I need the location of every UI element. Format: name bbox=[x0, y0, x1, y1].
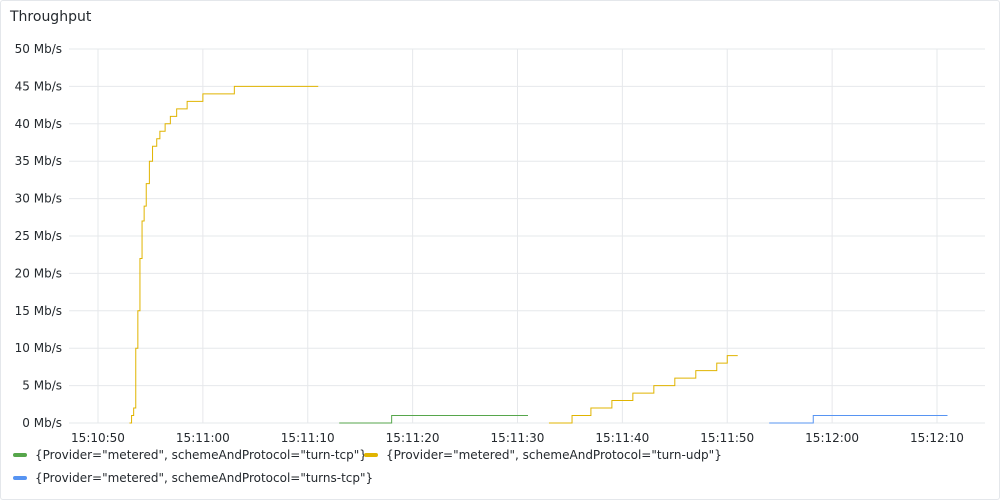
legend-swatch-turn-tcp bbox=[13, 453, 27, 457]
y-tick-label: 10 Mb/s bbox=[15, 341, 62, 355]
x-tick-label: 15:12:10 bbox=[910, 431, 964, 445]
series-line-2[interactable] bbox=[548, 355, 738, 424]
legend-item-turn-udp[interactable]: {Provider="metered", schemeAndProtocol="… bbox=[364, 448, 722, 462]
legend-label: {Provider="metered", schemeAndProtocol="… bbox=[386, 448, 722, 462]
x-tick-label: 15:11:40 bbox=[595, 431, 649, 445]
x-tick-label: 15:11:20 bbox=[386, 431, 440, 445]
series-line-0[interactable] bbox=[339, 415, 528, 424]
legend-label: {Provider="metered", schemeAndProtocol="… bbox=[35, 448, 367, 462]
y-tick-label: 15 Mb/s bbox=[15, 304, 62, 318]
y-tick-label: 50 Mb/s bbox=[15, 42, 62, 56]
legend-swatch-turn-udp bbox=[364, 453, 378, 457]
legend-item-turns-tcp[interactable]: {Provider="metered", schemeAndProtocol="… bbox=[13, 471, 373, 485]
x-tick-label: 15:12:00 bbox=[805, 431, 859, 445]
y-axis-ticks: 0 Mb/s 5 Mb/s 10 Mb/s 15 Mb/s 20 Mb/s 25 Mb/s… bbox=[15, 42, 62, 430]
legend-label: {Provider="metered", schemeAndProtocol="… bbox=[35, 471, 374, 485]
y-tick-label: 35 Mb/s bbox=[15, 154, 62, 168]
legend-item-turn-tcp[interactable]: {Provider="metered", schemeAndProtocol="… bbox=[13, 448, 367, 462]
x-tick-label: 15:11:30 bbox=[491, 431, 545, 445]
series-line-3[interactable] bbox=[769, 415, 948, 424]
x-tick-label: 15:10:50 bbox=[71, 431, 125, 445]
x-tick-label: 15:11:00 bbox=[176, 431, 230, 445]
panel-title[interactable]: Throughput bbox=[10, 9, 92, 25]
y-tick-label: 20 Mb/s bbox=[15, 266, 62, 280]
y-tick-label: 40 Mb/s bbox=[15, 117, 62, 131]
series-line-1[interactable] bbox=[129, 85, 319, 424]
x-axis-ticks: 15:10:50 15:11:00 15:11:10 15:11:20 15:11:30… bbox=[71, 431, 964, 445]
y-tick-label: 0 Mb/s bbox=[22, 416, 62, 430]
y-tick-label: 5 Mb/s bbox=[22, 379, 62, 393]
x-tick-label: 15:11:50 bbox=[700, 431, 754, 445]
x-tick-label: 15:11:10 bbox=[281, 431, 335, 445]
y-tick-label: 30 Mb/s bbox=[15, 192, 62, 206]
series-lines[interactable] bbox=[129, 85, 948, 424]
y-tick-label: 25 Mb/s bbox=[15, 229, 62, 243]
y-tick-label: 45 Mb/s bbox=[15, 79, 62, 93]
chart-grid bbox=[69, 48, 985, 424]
legend-swatch-turns-tcp bbox=[13, 476, 27, 480]
